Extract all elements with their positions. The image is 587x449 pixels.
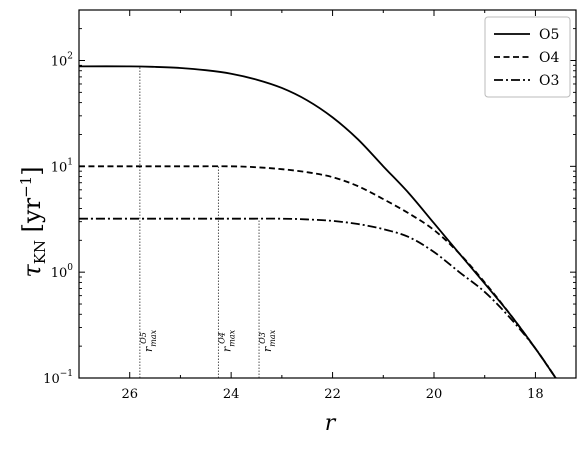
y-tick-label: 100 bbox=[51, 263, 74, 281]
y-axis-label-exp: −1 bbox=[17, 176, 35, 198]
x-tick-label: 26 bbox=[121, 387, 138, 402]
series-lines bbox=[78, 65, 557, 379]
series-line-O4 bbox=[78, 165, 557, 379]
y-axis-label: τKN [yr−1] bbox=[17, 166, 49, 277]
axis-ticks: 26 24 22 20 18 10−1 100 101 102 bbox=[43, 10, 576, 402]
y-tick-label: 102 bbox=[51, 51, 73, 69]
x-tick-label: 20 bbox=[426, 387, 443, 402]
y-tick-label: 101 bbox=[51, 157, 73, 175]
y-axis-label-unit: [yr bbox=[18, 197, 46, 240]
svg-text:τKN [yr−1]: τKN [yr−1] bbox=[17, 166, 49, 277]
plot-frame bbox=[78, 9, 577, 379]
rmax-label-O3: rmaxO3 bbox=[258, 329, 277, 352]
series-line-O5 bbox=[78, 65, 557, 379]
y-tick-label: 10−1 bbox=[43, 369, 73, 387]
y-axis-label-sub: KN bbox=[31, 240, 49, 264]
y-axis-label-tau: τ bbox=[18, 264, 46, 278]
y-axis-label-close: ] bbox=[18, 166, 46, 175]
rmax-label-O5: rmaxO5 bbox=[139, 329, 158, 352]
x-tick-label: 22 bbox=[324, 387, 341, 402]
series-line-O3 bbox=[78, 217, 557, 379]
rmax-label-O4: rmaxO4 bbox=[217, 329, 236, 352]
x-tick-label: 24 bbox=[223, 387, 240, 402]
legend-label-O3: O3 bbox=[539, 73, 559, 89]
legend-label-O4: O4 bbox=[539, 50, 559, 66]
x-tick-label: 18 bbox=[527, 387, 544, 402]
legend: O5 O4 O3 bbox=[484, 16, 571, 98]
x-axis-label: r bbox=[325, 411, 337, 436]
rmax-lines: rmaxO5 rmaxO4 rmaxO3 bbox=[139, 66, 277, 378]
legend-label-O5: O5 bbox=[539, 27, 559, 43]
